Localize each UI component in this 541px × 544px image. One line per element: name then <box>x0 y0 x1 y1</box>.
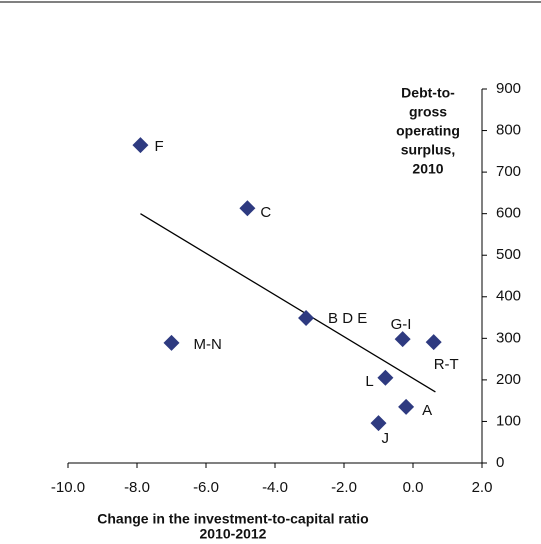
y-tick-label: 100 <box>496 412 521 429</box>
point-label: J <box>382 430 390 447</box>
point <box>398 398 415 415</box>
point-label: B D E <box>328 310 367 327</box>
x-tick-label: -6.0 <box>193 479 219 496</box>
y-axis-label: Debt-to- <box>401 85 455 101</box>
point <box>132 137 149 154</box>
point-label: F <box>154 138 163 155</box>
point-label: A <box>422 402 432 419</box>
x-tick-label: 2.0 <box>472 479 493 496</box>
point <box>370 415 387 432</box>
trendline <box>140 213 436 393</box>
point <box>425 334 442 351</box>
x-tick-label: -4.0 <box>262 479 288 496</box>
y-tick-label: 600 <box>496 205 521 222</box>
y-axis-label: surplus, <box>401 142 455 158</box>
point <box>239 200 256 217</box>
point <box>377 369 394 386</box>
y-tick-label: 800 <box>496 122 521 139</box>
point-label: G-I <box>391 316 412 333</box>
point <box>163 334 180 351</box>
point-label: R-T <box>434 356 459 373</box>
y-tick-label: 500 <box>496 246 521 263</box>
point <box>298 309 315 326</box>
x-axis-label: 2010-2012 <box>200 526 267 542</box>
y-tick-label: 200 <box>496 371 521 388</box>
x-tick-label: 0.0 <box>403 479 424 496</box>
point-label: C <box>260 204 271 221</box>
x-axis-label: Change in the investment-to-capital rati… <box>97 511 368 527</box>
y-tick-label: 300 <box>496 329 521 346</box>
y-tick-label: 0 <box>496 454 504 471</box>
x-tick-label: -8.0 <box>124 479 150 496</box>
y-axis-label: operating <box>396 123 460 139</box>
y-tick-label: 900 <box>496 80 521 97</box>
point-label: M-N <box>194 336 222 353</box>
y-tick-label: 700 <box>496 163 521 180</box>
point <box>394 331 411 348</box>
x-tick-label: -10.0 <box>51 479 85 496</box>
y-axis-label: 2010 <box>412 161 443 177</box>
y-axis-label: gross <box>409 104 447 120</box>
point-label: L <box>365 373 373 390</box>
y-tick-label: 400 <box>496 288 521 305</box>
x-tick-label: -2.0 <box>331 479 357 496</box>
